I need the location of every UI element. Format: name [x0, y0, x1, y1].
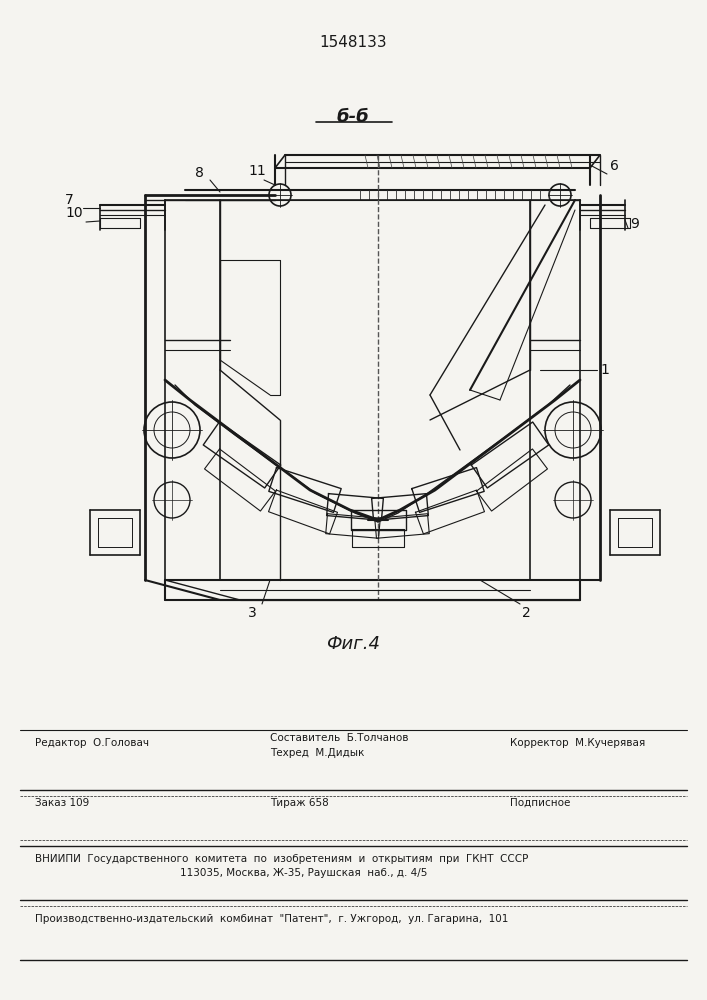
- Text: Составитель  Б.Толчанов: Составитель Б.Толчанов: [270, 733, 409, 743]
- Text: 1: 1: [600, 363, 609, 377]
- Text: 10: 10: [65, 206, 83, 220]
- Text: Подписное: Подписное: [510, 798, 571, 808]
- Text: 7: 7: [65, 193, 74, 207]
- Text: ВНИИПИ  Государственного  комитета  по  изобретениям  и  открытиям  при  ГКНТ  С: ВНИИПИ Государственного комитета по изоб…: [35, 854, 528, 864]
- Text: 6: 6: [610, 159, 619, 173]
- Text: 11: 11: [248, 164, 266, 178]
- Text: Производственно-издательский  комбинат  "Патент",  г. Ужгород,  ул. Гагарина,  1: Производственно-издательский комбинат "П…: [35, 914, 508, 924]
- Text: б-б: б-б: [337, 108, 369, 126]
- Text: Техред  М.Дидык: Техред М.Дидык: [270, 748, 364, 758]
- Text: Заказ 109: Заказ 109: [35, 798, 89, 808]
- Text: 113035, Москва, Ж-35, Раушская  наб., д. 4/5: 113035, Москва, Ж-35, Раушская наб., д. …: [180, 868, 427, 878]
- Text: 2: 2: [522, 606, 531, 620]
- Text: Тираж 658: Тираж 658: [270, 798, 329, 808]
- Text: 3: 3: [248, 606, 257, 620]
- Text: Фиг.4: Фиг.4: [326, 635, 380, 653]
- Text: Корректор  М.Кучерявая: Корректор М.Кучерявая: [510, 738, 645, 748]
- Text: 1548133: 1548133: [319, 35, 387, 50]
- Text: 8: 8: [195, 166, 204, 180]
- Text: Редактор  О.Головач: Редактор О.Головач: [35, 738, 149, 748]
- Text: 9: 9: [630, 217, 639, 231]
